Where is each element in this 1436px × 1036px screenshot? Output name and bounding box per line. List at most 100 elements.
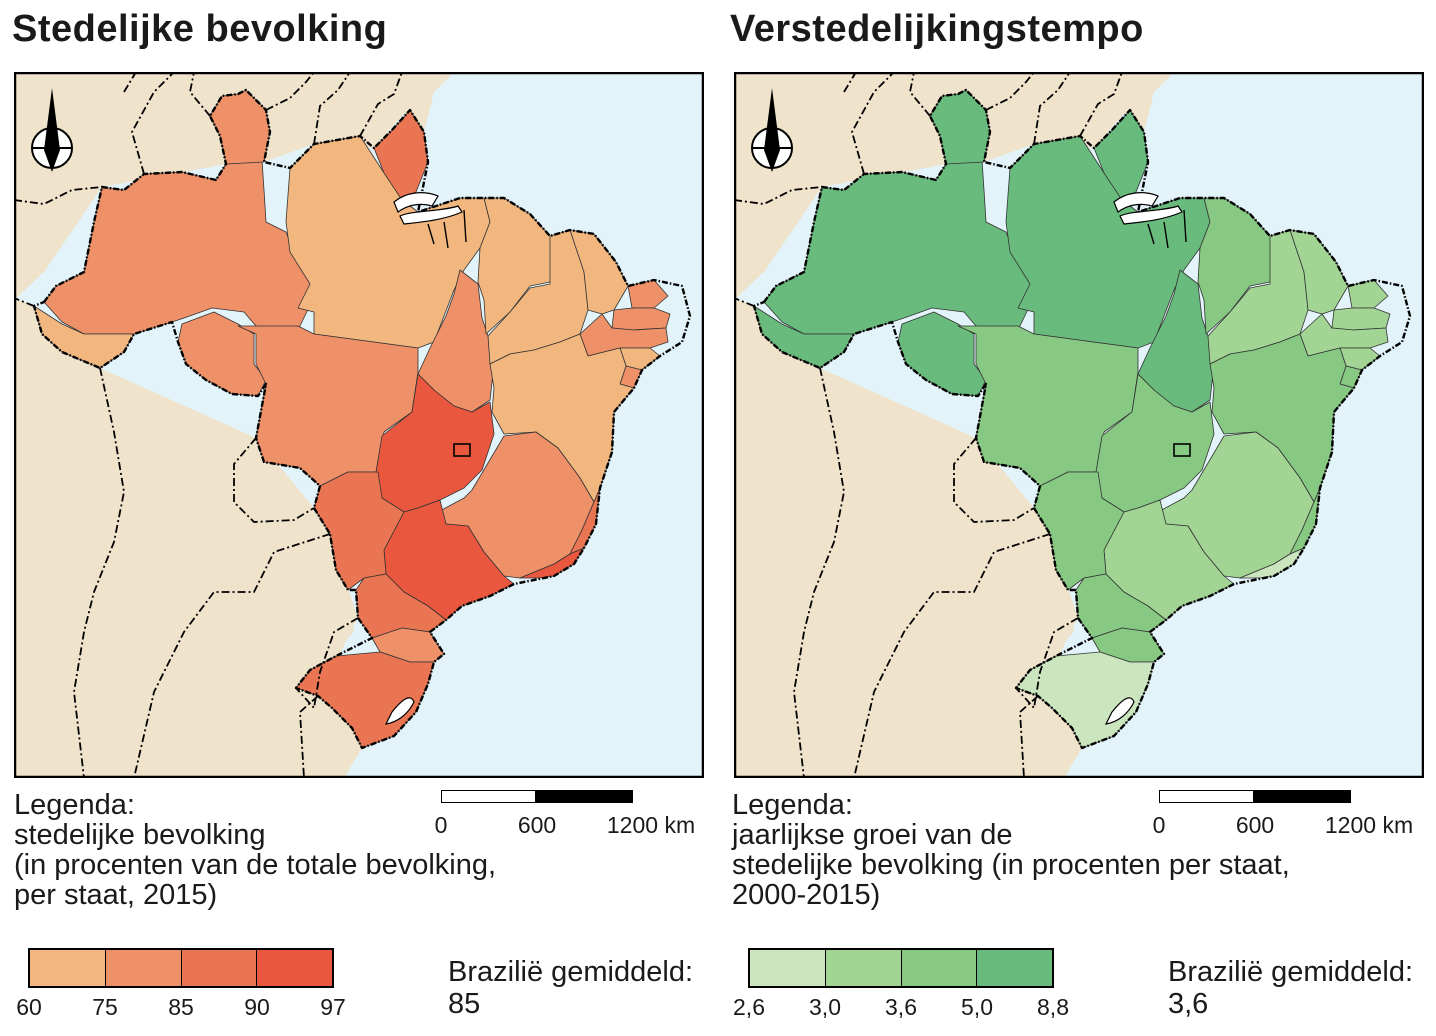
scale-label-0: 0 xyxy=(1152,812,1166,838)
growth-state-distrito-federal xyxy=(1173,443,1191,457)
international-border xyxy=(734,297,755,307)
scale-bar: 0 600 1200 km xyxy=(428,790,718,840)
map-frame xyxy=(14,72,704,778)
western-land xyxy=(734,298,844,778)
international-border xyxy=(359,72,403,137)
average-value: 3,6 xyxy=(1168,988,1209,1020)
class-break-label: 85 xyxy=(168,994,194,1020)
international-border xyxy=(14,297,35,307)
international-border xyxy=(843,72,857,93)
amazon-delta-island xyxy=(1113,192,1159,213)
international-border xyxy=(1033,72,1071,145)
choropleth-urbanization-rate xyxy=(734,72,1424,778)
legend-line-3: per staat, 2015) xyxy=(14,879,218,911)
class-break-label: 5,0 xyxy=(961,994,993,1020)
brazil-average: Brazilië gemiddeld: 85 xyxy=(448,956,693,1020)
urban-state-bahia xyxy=(489,333,635,503)
left-panel: Stedelijke bevolking Legenda: stedelijke… xyxy=(12,8,718,1020)
legend-line-3: 2000-2015) xyxy=(732,879,881,911)
scale-label-1200: 1200 km xyxy=(606,812,696,838)
legend-line-1: jaarlijkse groei van de xyxy=(732,819,1013,851)
scale-label-0: 0 xyxy=(434,812,448,838)
urban-state-rio-grande-do-norte xyxy=(627,279,669,309)
lagoon xyxy=(1104,697,1135,725)
international-border xyxy=(909,72,931,117)
map-urban-population xyxy=(14,72,704,778)
class-break-label: 2,6 xyxy=(733,994,765,1020)
international-border xyxy=(851,72,895,175)
international-border xyxy=(14,186,103,205)
lagoon xyxy=(384,697,415,725)
class-break-label: 3,6 xyxy=(885,994,917,1020)
international-border xyxy=(295,617,359,710)
legend-line-2: (in procenten van de totale bevolking, xyxy=(14,849,497,881)
north-arrow-icon xyxy=(751,88,793,172)
growth-state-paraiba xyxy=(1331,307,1391,331)
international-border xyxy=(953,437,1035,523)
southwest-land xyxy=(74,368,362,778)
growth-state-rio-grande-do-norte xyxy=(1347,279,1389,309)
scale-segment-white xyxy=(441,790,537,803)
legend-class-3 xyxy=(901,950,978,986)
average-label: Brazilië gemiddeld: xyxy=(1168,956,1414,988)
international-border xyxy=(734,186,823,205)
urban-state-goias xyxy=(375,373,495,513)
southwest-land xyxy=(794,368,1082,778)
international-border xyxy=(131,72,175,175)
legend-class-4 xyxy=(257,950,332,986)
urban-state-paraiba xyxy=(611,307,671,331)
scale-bar: 0 600 1200 km xyxy=(1146,790,1436,840)
distrito-federal-marker xyxy=(1173,443,1191,457)
scale-label-600: 600 xyxy=(1235,812,1275,838)
international-border xyxy=(313,72,351,145)
legend-heading: Legenda: xyxy=(14,789,135,821)
river-inlets xyxy=(427,209,467,249)
international-border xyxy=(1015,617,1079,710)
urban-state-distrito-federal xyxy=(453,443,471,457)
legend-class-1 xyxy=(750,950,826,986)
distrito-federal-marker xyxy=(453,443,471,457)
legend-class-1 xyxy=(30,950,106,986)
map-urbanization-rate xyxy=(734,72,1424,778)
international-border xyxy=(1079,72,1123,137)
international-border xyxy=(233,437,315,523)
class-break-label: 60 xyxy=(16,994,42,1020)
international-border xyxy=(189,72,211,117)
international-border xyxy=(1019,695,1039,778)
international-border xyxy=(853,533,1051,778)
class-break-label: 3,0 xyxy=(809,994,841,1020)
growth-state-para xyxy=(1005,135,1211,349)
right-panel: Verstedelijkingstempo Legenda: jaarlijks… xyxy=(718,0,1436,1036)
map-frame xyxy=(734,72,1424,778)
average-label: Brazilië gemiddeld: xyxy=(448,956,694,988)
legend-class-bar xyxy=(28,948,334,988)
average-value: 85 xyxy=(448,988,481,1020)
map-title-urban-population: Stedelijke bevolking xyxy=(12,8,388,50)
north-arrow-icon xyxy=(31,88,73,172)
scale-segment-black xyxy=(535,790,633,803)
class-break-label: 8,8 xyxy=(1037,994,1069,1020)
class-break-label: 90 xyxy=(244,994,270,1020)
northern-land xyxy=(14,72,454,192)
scale-segment-white xyxy=(1159,790,1255,803)
river-inlets xyxy=(1147,209,1187,249)
northern-land xyxy=(734,72,1174,192)
amazon-delta-island xyxy=(393,192,439,213)
international-border xyxy=(265,72,315,111)
international-border xyxy=(123,72,137,93)
growth-state-bahia xyxy=(1209,333,1355,503)
scale-label-600: 600 xyxy=(517,812,557,838)
brazil-average: Brazilië gemiddeld: 3,6 xyxy=(1168,956,1413,1020)
legend-class-3 xyxy=(181,950,258,986)
map-title-urbanization-rate: Verstedelijkingstempo xyxy=(730,8,1144,50)
legend-heading: Legenda: xyxy=(732,789,853,821)
international-border xyxy=(133,533,331,778)
class-break-label: 75 xyxy=(92,994,118,1020)
western-land xyxy=(14,298,124,778)
international-border xyxy=(299,695,319,778)
legend-line-1: stedelijke bevolking xyxy=(14,819,266,851)
international-border xyxy=(985,72,1035,111)
amazon-delta-island xyxy=(1119,205,1183,225)
legend-text: Legenda: stedelijke bevolking (in procen… xyxy=(14,790,496,910)
international-border xyxy=(73,367,125,778)
